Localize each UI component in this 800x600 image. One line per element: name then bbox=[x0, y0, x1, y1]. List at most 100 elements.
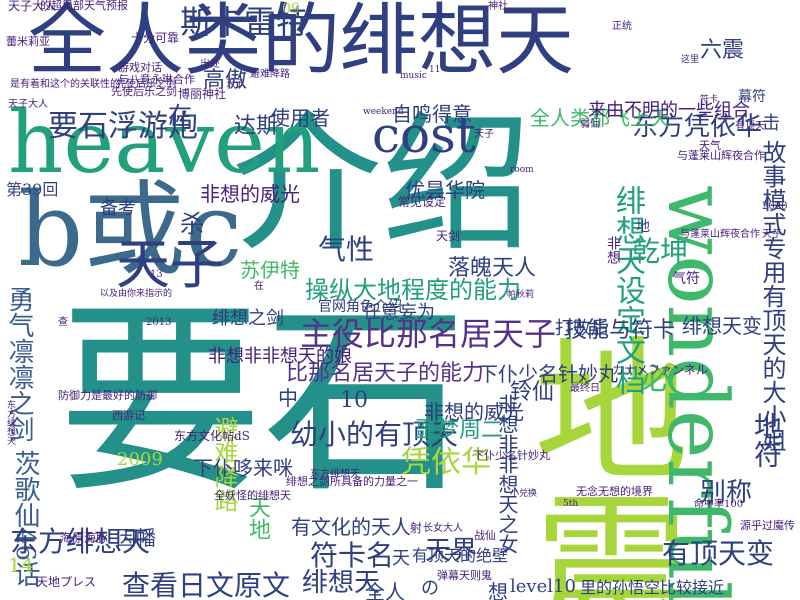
cloud-word-hanzi: 查 bbox=[58, 317, 68, 328]
cloud-word-bisuijianglu: 避难降路 bbox=[210, 416, 238, 512]
cloud-word-bhuoc: b或c bbox=[18, 171, 243, 290]
cloud-word-xianqi: 先使后乐之剑 bbox=[116, 79, 176, 90]
cloud-word-tianzipaiming: 天子大人 bbox=[8, 99, 48, 110]
cloud-word-dizhen: 地震 bbox=[507, 330, 688, 600]
cloud-word-kananefan: カナメファンネル bbox=[612, 363, 708, 377]
cloud-word-xiachusao: 下仆少名针妙丸 bbox=[478, 362, 618, 386]
cloud-word-fukaming: 符卡名 bbox=[310, 539, 395, 572]
cloud-word-boligshenshe: 博丽神社 bbox=[178, 87, 227, 101]
cloud-word-num2009: 2009 bbox=[117, 449, 163, 470]
cloud-word-de: の bbox=[421, 578, 439, 599]
cloud-word-qiankun: 乾坤 bbox=[632, 235, 689, 268]
cloud-word-quanwuxingfei: 全妖怪的绯想天 bbox=[214, 489, 291, 502]
cloud-word-gaoao: 高傲 bbox=[203, 68, 248, 93]
cloud-word-zuichaoyuepin: 的超局部天气预报 bbox=[40, 0, 128, 12]
cloud-word-num09: 09 bbox=[282, 1, 300, 17]
cloud-word-tianzishu: 天子 bbox=[762, 229, 782, 240]
cloud-word-baozhi: 与蓬莱山辉夜合作 bbox=[680, 229, 760, 240]
cloud-word-laiyoubumingde: 来由不明的一些组合 bbox=[588, 100, 750, 121]
cloud-word-quanrenleidoufei: 全人类都飞上天 bbox=[530, 106, 670, 130]
cloud-word-youdingtianbian: 有顶天变 bbox=[662, 537, 775, 570]
cloud-word-zhongyaoshi: 弹幕天则鬼 bbox=[437, 569, 492, 582]
cloud-word-luopotianren: 落魄天人 bbox=[448, 256, 537, 281]
cloud-word-fuzhu: 气符 bbox=[672, 271, 700, 287]
cloud-word-baiming: 自鸣得意 bbox=[392, 102, 472, 126]
cloud-word-zhong: 中 bbox=[278, 386, 298, 410]
cloud-word-dasi: 达斯 bbox=[234, 114, 279, 139]
cloud-word-youxiduihua: 游戏对话 bbox=[118, 61, 162, 74]
cloud-word-room: room bbox=[510, 165, 534, 175]
cloud-word-qixing: 气性 bbox=[318, 233, 375, 266]
cloud-word-ruoxian: 弱仙 bbox=[580, 119, 600, 130]
cloud-word-xiaozhu: 小兑换 bbox=[510, 489, 538, 499]
cloud-word-yuanhuanmoshi: 源乎过魔传 bbox=[740, 519, 795, 532]
cloud-word-dongfangwenhua: 东方文化帖dS bbox=[174, 429, 250, 443]
cloud-word-zai: 在 bbox=[168, 102, 192, 130]
cloud-word-youxiaodeyoudingtian: 幼小的有顶天 bbox=[290, 418, 459, 451]
cloud-word-cost: cost bbox=[372, 106, 476, 164]
cloud-word-changjianshezhi: 常见设定 bbox=[398, 195, 447, 209]
cloud-word-shenquan: 5th bbox=[563, 499, 579, 509]
cloud-word-feixiangnvwang: 绯想之剑所具备的力量之一 bbox=[286, 475, 418, 488]
cloud-word-youdingtianjuebi: 有顶天的绝壁 bbox=[412, 546, 509, 565]
cloud-word-feixiangfeifeitianniang: 非想非非想天的娘 bbox=[208, 346, 352, 367]
cloud-word-chuzhu: 出处 bbox=[200, 59, 220, 70]
cloud-word-xianshou: 先使后乐之剑 bbox=[111, 85, 177, 98]
cloud-word-zaiyishi: 在 bbox=[254, 281, 264, 292]
cloud-word-di: 地 bbox=[636, 219, 650, 235]
cloud-word-feixiangdeweiguang: 非想的威光 bbox=[200, 182, 300, 206]
cloud-word-bieming: 别称 bbox=[700, 478, 753, 508]
cloud-word-di39hui: 第39回 bbox=[6, 180, 59, 199]
cloud-word-tiandiprice: 天地プレス bbox=[36, 575, 97, 589]
cloud-word-dongfangpingyihua: 东方凭依华 bbox=[632, 112, 763, 142]
cloud-word-lingxian: 铃仙 bbox=[510, 380, 555, 405]
cloud-word-xiang: 想 bbox=[488, 580, 508, 600]
cloud-word-yaoshifuyoupao: 要石浮游炮 bbox=[48, 109, 198, 144]
cloud-word-pingyihua: 凭依华 bbox=[401, 445, 491, 480]
cloud-word-feixiangfeifei: 非想非非想天之女 bbox=[495, 394, 519, 554]
cloud-word-dadian: 打败后 bbox=[555, 318, 609, 339]
cloud-word-quanrenlei: 全人类的绯想天 bbox=[28, 0, 575, 86]
cloud-word-heaven: heaven bbox=[8, 93, 321, 193]
cloud-word-tianzi2: 天子 bbox=[226, 79, 245, 89]
cloud-word-feixiangtianshedingwendang: 绯想天设定文档 bbox=[610, 185, 645, 395]
cloud-word-shenshe: 神社 bbox=[488, 1, 508, 12]
cloud-word-num14: 14 bbox=[8, 553, 34, 577]
cloud-word-sha: 杀 bbox=[180, 210, 204, 238]
cloud-word-mingzhongshuai: 命中率100 bbox=[694, 499, 744, 510]
cloud-word-zhengtou: 正统 bbox=[612, 21, 632, 32]
cloud-word-tian: 天 bbox=[392, 548, 410, 569]
cloud-word-youding: 有顶天 bbox=[735, 121, 765, 132]
cloud-word-tianjie: 天界 bbox=[425, 536, 478, 566]
cloud-word-shifenkeai: 十分可靠 bbox=[131, 31, 180, 45]
cloud-word-yuyuanqiu: 与蓬莱山辉夜合作 bbox=[677, 149, 765, 162]
cloud-word-zhiyoutianbian: 绯想天变 bbox=[682, 314, 762, 338]
cloud-word-yuzhanmu: 与八意永琳合作 bbox=[118, 73, 195, 86]
cloud-word-quanren: 全人 bbox=[365, 580, 405, 600]
cloud-word-guanwangjiaxu: 官网角色介绍 bbox=[318, 299, 402, 315]
cloud-word-yunshankhanshui: 以及由你来指示的 bbox=[100, 289, 173, 299]
cloud-word-yuanli: 这里 bbox=[681, 55, 700, 65]
cloud-word-zuihou: 最终日 bbox=[570, 383, 600, 394]
cloud-word-tianjian: 天剑 bbox=[436, 229, 461, 243]
cloud-word-jieshao: 介绍 bbox=[232, 98, 533, 272]
cloud-word-beikao: 备考 bbox=[100, 198, 136, 219]
cloud-word-yaoshi: 要石 bbox=[58, 283, 468, 521]
cloud-word-youjihuayuan: 优昙华院 bbox=[405, 178, 485, 202]
cloud-word-bisuishenjia: 避难降路 bbox=[250, 69, 290, 80]
cloud-word-haiyuanhaitun: 海原海豚 bbox=[60, 531, 109, 545]
cloud-word-chakanriwen: 查看日文原文 bbox=[122, 569, 291, 600]
cloud-word-wonderful: wonderful bbox=[649, 185, 744, 600]
cloud-word-she: 射 bbox=[410, 521, 423, 535]
cloud-word-num11: 11 bbox=[429, 65, 441, 75]
cloud-word-beinamingju: 比那名居天子的能力 bbox=[286, 361, 485, 386]
cloud-word-tianzidaren: 天子大人 bbox=[8, 0, 57, 13]
cloud-word-tianzi: 天子 bbox=[116, 233, 224, 296]
cloud-word-xiyouji: 西游记 bbox=[112, 409, 145, 422]
cloud-word-jizhe: 击 bbox=[762, 113, 780, 134]
cloud-word-suyite: 苏伊特 bbox=[240, 258, 300, 282]
cloud-word-feixiangzhijian: 绯想之剑 bbox=[212, 308, 284, 329]
cloud-word-dongfangfeixiangtian: 东方绯想天 bbox=[10, 525, 151, 558]
cloud-word-wuzhi: 无念无想的境界 bbox=[576, 485, 653, 498]
